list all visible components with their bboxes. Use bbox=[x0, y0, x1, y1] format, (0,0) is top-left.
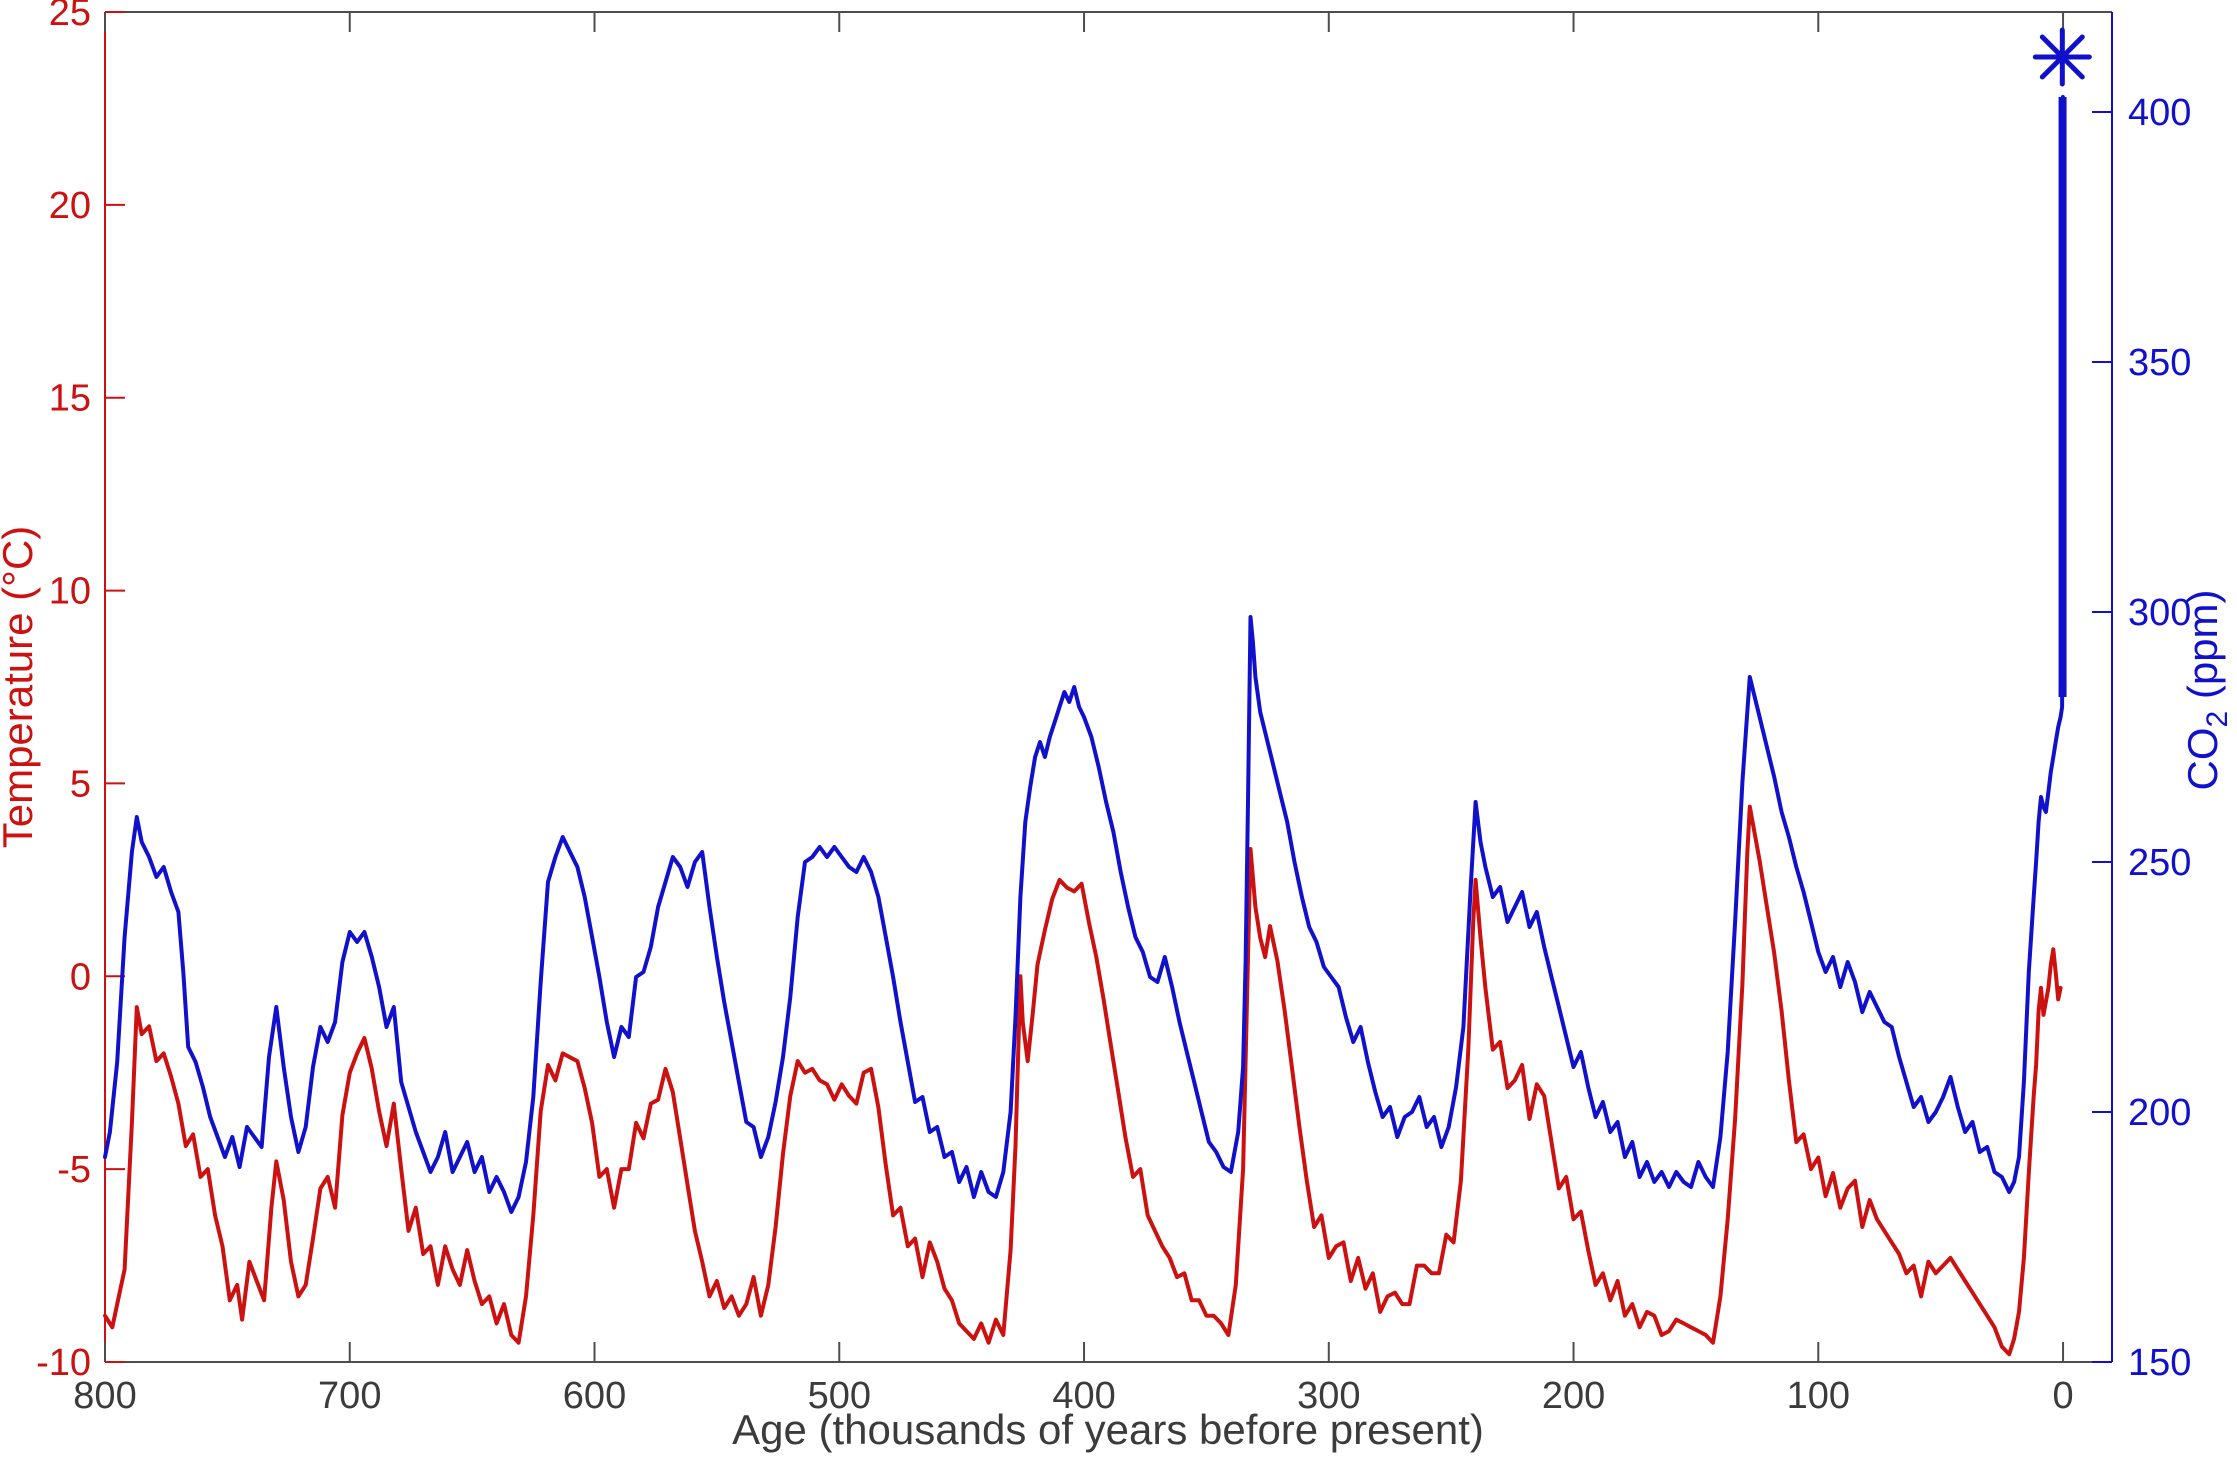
y-right-tick-label: 300 bbox=[2128, 592, 2191, 634]
y-left-tick-label: 10 bbox=[49, 571, 91, 613]
y-left-tick-label: 25 bbox=[49, 0, 91, 34]
x-tick-label: 400 bbox=[1052, 1375, 1115, 1417]
x-tick-label: 800 bbox=[73, 1375, 136, 1417]
axis-ticks: 800 700 600 500 400 300 200 100 0 25 20 15 10 5 0 -5 -10… bbox=[36, 0, 2191, 1417]
x-tick-label: 700 bbox=[318, 1375, 381, 1417]
y-right-tick-label: 200 bbox=[2128, 1092, 2191, 1134]
x-tick-label: 200 bbox=[1542, 1375, 1605, 1417]
y-axis-right-label: CO2 (ppm) bbox=[2179, 589, 2234, 790]
x-tick-label: 300 bbox=[1297, 1375, 1360, 1417]
data-series bbox=[103, 95, 2067, 1357]
y-right-tick-label: 150 bbox=[2128, 1342, 2191, 1384]
co2-concentration-line bbox=[103, 95, 2065, 1214]
modern-co2-asterisk-marker bbox=[2032, 27, 2092, 87]
antarctic-temperature-line bbox=[103, 804, 2063, 1357]
asterisk-stroke bbox=[2039, 34, 2085, 80]
y-left-tick-label: 5 bbox=[70, 763, 91, 805]
x-tick-label: 100 bbox=[1787, 1375, 1850, 1417]
x-tick-label: 600 bbox=[563, 1375, 626, 1417]
axis-labels: Age (thousands of years before present) … bbox=[0, 526, 2234, 1453]
y-right-tick-label: 250 bbox=[2128, 842, 2191, 884]
y-right-tick-label: 400 bbox=[2128, 92, 2191, 134]
x-axis-label: Age (thousands of years before present) bbox=[732, 1406, 1484, 1453]
y-right-tick-label: 350 bbox=[2128, 342, 2191, 384]
y-left-tick-label: -10 bbox=[36, 1342, 91, 1384]
plot-frame bbox=[104, 11, 2113, 1363]
x-tick-label: 500 bbox=[808, 1375, 871, 1417]
x-tick-label: 0 bbox=[2052, 1375, 2073, 1417]
y-axis-left-label: Temperature (°C) bbox=[0, 526, 41, 849]
y-left-tick-label: -5 bbox=[57, 1149, 91, 1191]
y-left-tick-label: 0 bbox=[70, 956, 91, 998]
y-left-tick-label: 15 bbox=[49, 378, 91, 420]
y-left-tick-label: 20 bbox=[49, 185, 91, 227]
